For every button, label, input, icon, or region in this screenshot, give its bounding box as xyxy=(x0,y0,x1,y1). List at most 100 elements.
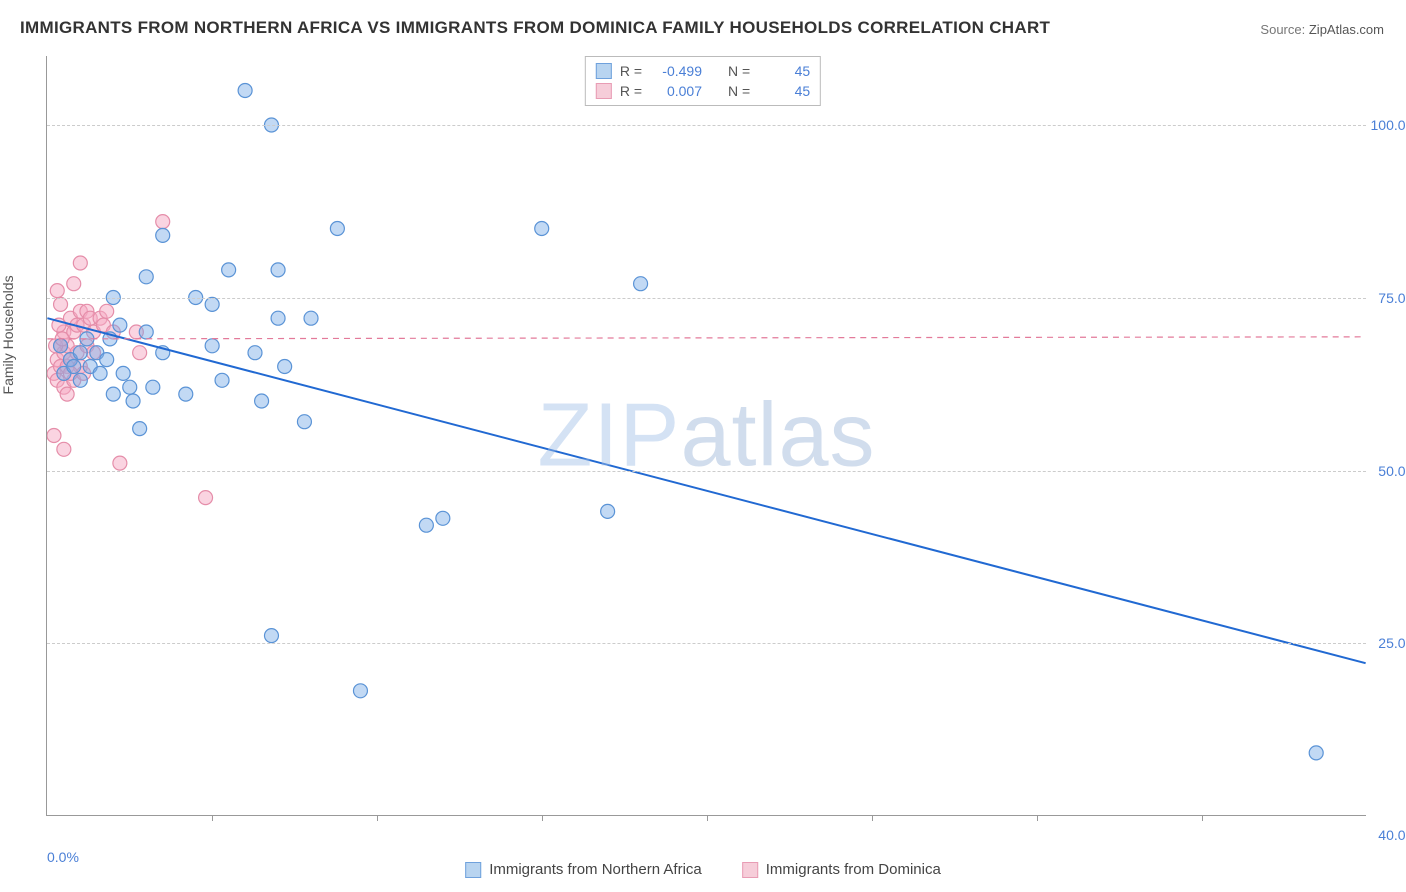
legend-swatch-blue xyxy=(465,862,481,878)
scatter-point xyxy=(156,346,170,360)
scatter-point xyxy=(113,456,127,470)
scatter-point xyxy=(57,346,71,360)
scatter-point xyxy=(535,222,549,236)
chart-container: IMMIGRANTS FROM NORTHERN AFRICA VS IMMIG… xyxy=(0,0,1406,892)
legend-row-series-2: R = 0.007 N = 45 xyxy=(596,81,810,101)
y-tick-label: 50.0% xyxy=(1378,463,1406,479)
scatter-point xyxy=(54,339,68,353)
scatter-point xyxy=(139,270,153,284)
scatter-point xyxy=(67,325,81,339)
n-label: N = xyxy=(728,83,750,99)
scatter-point xyxy=(419,518,433,532)
scatter-point xyxy=(126,394,140,408)
gridline-h xyxy=(47,298,1366,299)
scatter-point xyxy=(179,387,193,401)
legend-swatch-pink xyxy=(742,862,758,878)
x-tick xyxy=(377,815,378,821)
scatter-point xyxy=(67,277,81,291)
scatter-point xyxy=(60,339,74,353)
scatter-point xyxy=(60,360,74,374)
scatter-point xyxy=(248,346,262,360)
scatter-point xyxy=(60,387,74,401)
x-tick xyxy=(212,815,213,821)
scatter-point xyxy=(73,304,87,318)
y-tick-label: 25.0% xyxy=(1378,635,1406,651)
scatter-point xyxy=(1309,746,1323,760)
legend-swatch-pink xyxy=(596,83,612,99)
scatter-point xyxy=(63,353,77,367)
scatter-point xyxy=(80,339,94,353)
scatter-point xyxy=(77,366,91,380)
scatter-point xyxy=(73,373,87,387)
scatter-point xyxy=(90,346,104,360)
n-value-1: 45 xyxy=(758,63,810,79)
scatter-point xyxy=(47,366,61,380)
scatter-point xyxy=(80,304,94,318)
scatter-point xyxy=(133,346,147,360)
x-tick xyxy=(1037,815,1038,821)
r-value-2: 0.007 xyxy=(650,83,702,99)
scatter-point xyxy=(55,332,69,346)
scatter-point xyxy=(156,215,170,229)
scatter-point xyxy=(100,304,114,318)
scatter-point xyxy=(116,366,130,380)
scatter-point xyxy=(255,394,269,408)
scatter-point xyxy=(73,346,87,360)
scatter-point xyxy=(278,360,292,374)
y-axis-label: Family Households xyxy=(0,275,16,394)
gridline-h xyxy=(47,643,1366,644)
scatter-point xyxy=(50,373,64,387)
r-label: R = xyxy=(620,63,642,79)
scatter-point xyxy=(222,263,236,277)
r-value-1: -0.499 xyxy=(650,63,702,79)
chart-title: IMMIGRANTS FROM NORTHERN AFRICA VS IMMIG… xyxy=(20,18,1050,38)
scatter-point xyxy=(238,84,252,98)
scatter-point xyxy=(70,346,84,360)
scatter-point xyxy=(601,504,615,518)
scatter-point xyxy=(73,256,87,270)
r-label: R = xyxy=(620,83,642,99)
n-value-2: 45 xyxy=(758,83,810,99)
scatter-point xyxy=(57,325,71,339)
scatter-point xyxy=(129,325,143,339)
source-value: ZipAtlas.com xyxy=(1309,22,1384,37)
scatter-point xyxy=(57,380,71,394)
x-tick xyxy=(1202,815,1203,821)
x-axis-max-label: 40.0% xyxy=(1378,827,1406,843)
watermark: ZIPatlas xyxy=(537,384,875,487)
scatter-point xyxy=(77,318,91,332)
scatter-point xyxy=(133,422,147,436)
legend-swatch-blue xyxy=(596,63,612,79)
x-tick xyxy=(707,815,708,821)
scatter-point xyxy=(52,318,66,332)
scatter-point xyxy=(297,415,311,429)
scatter-point xyxy=(106,325,120,339)
scatter-point xyxy=(100,353,114,367)
source-attribution: Source: ZipAtlas.com xyxy=(1260,22,1384,37)
scatter-point xyxy=(57,442,71,456)
scatter-point xyxy=(63,311,77,325)
scatter-point xyxy=(67,373,81,387)
x-axis-min-label: 0.0% xyxy=(47,849,79,865)
legend-label-1: Immigrants from Northern Africa xyxy=(489,861,702,878)
source-label: Source: xyxy=(1260,22,1305,37)
scatter-point xyxy=(205,339,219,353)
scatter-point xyxy=(83,360,97,374)
scatter-point xyxy=(73,360,87,374)
scatter-point xyxy=(54,360,68,374)
scatter-point xyxy=(271,311,285,325)
scatter-point xyxy=(96,318,110,332)
legend-item-2: Immigrants from Dominica xyxy=(742,861,941,878)
y-tick-label: 75.0% xyxy=(1378,290,1406,306)
scatter-point xyxy=(57,366,71,380)
scatter-point xyxy=(156,228,170,242)
scatter-point xyxy=(353,684,367,698)
scatter-point xyxy=(123,380,137,394)
scatter-point xyxy=(304,311,318,325)
legend-item-1: Immigrants from Northern Africa xyxy=(465,861,702,878)
scatter-point xyxy=(264,629,278,643)
scatter-point xyxy=(436,511,450,525)
legend-row-series-1: R = -0.499 N = 45 xyxy=(596,61,810,81)
scatter-point xyxy=(49,339,63,353)
y-tick-label: 100.0% xyxy=(1371,117,1406,133)
